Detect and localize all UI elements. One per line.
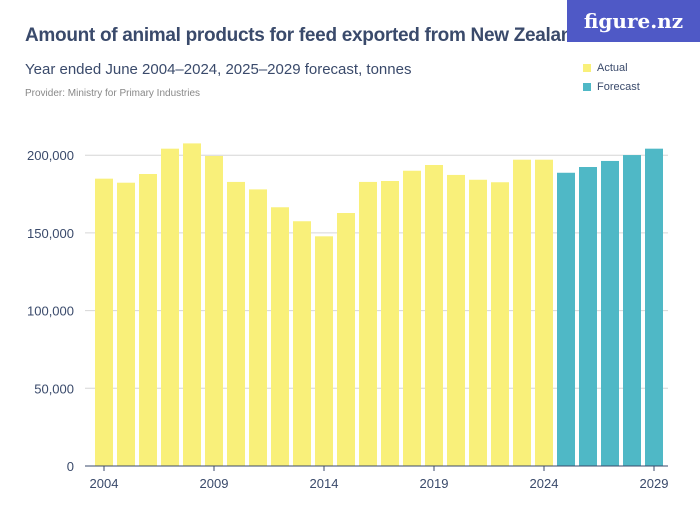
legend-item-actual: Actual bbox=[583, 62, 628, 74]
bar-2011 bbox=[249, 189, 267, 466]
x-tick-label: 2024 bbox=[530, 476, 559, 491]
x-tick-label: 2019 bbox=[420, 476, 449, 491]
legend-item-forecast: Forecast bbox=[583, 81, 640, 93]
x-tick-label: 2004 bbox=[90, 476, 119, 491]
bar-2012 bbox=[271, 207, 289, 466]
y-tick-label: 100,000 bbox=[27, 304, 74, 319]
bar-2026 bbox=[579, 167, 597, 466]
x-tick-label: 2009 bbox=[200, 476, 229, 491]
bar-2027 bbox=[601, 160, 619, 466]
bar-2025 bbox=[557, 172, 575, 466]
bar-2017 bbox=[381, 180, 399, 466]
y-tick-label: 0 bbox=[67, 459, 74, 474]
bar-2018 bbox=[403, 170, 421, 467]
bar-2024 bbox=[535, 159, 553, 466]
y-tick-label: 200,000 bbox=[27, 148, 74, 163]
bar-2020 bbox=[447, 174, 465, 467]
bar-2015 bbox=[337, 213, 355, 466]
bar-2019 bbox=[425, 164, 443, 466]
bar-2022 bbox=[491, 182, 509, 466]
bar-2004 bbox=[95, 178, 113, 466]
bar-2028 bbox=[623, 155, 641, 466]
chart-subtitle: Year ended June 2004–2024, 2025–2029 for… bbox=[25, 61, 412, 78]
legend-label-actual: Actual bbox=[597, 62, 628, 74]
x-tick-label: 2029 bbox=[640, 476, 669, 491]
bar-2023 bbox=[513, 159, 531, 466]
bar-2029 bbox=[645, 148, 663, 466]
bar-2014 bbox=[315, 236, 333, 466]
legend-swatch-actual bbox=[583, 64, 591, 72]
bar-2005 bbox=[117, 182, 135, 466]
chart-title: Amount of animal products for feed expor… bbox=[25, 25, 584, 46]
x-tick-label: 2014 bbox=[310, 476, 339, 491]
legend-label-forecast: Forecast bbox=[597, 81, 640, 93]
bar-2007 bbox=[161, 148, 179, 466]
bar-2013 bbox=[293, 221, 311, 466]
bar-2010 bbox=[227, 181, 245, 466]
bar-2006 bbox=[139, 174, 157, 466]
legend-swatch-forecast bbox=[583, 83, 591, 91]
bar-2021 bbox=[469, 179, 487, 466]
bar-2016 bbox=[359, 181, 377, 466]
y-tick-label: 150,000 bbox=[27, 226, 74, 241]
provider-note: Provider: Ministry for Primary Industrie… bbox=[25, 88, 201, 99]
figure-nz-logo[interactable]: figure.nz bbox=[567, 0, 700, 42]
bar-2009 bbox=[205, 155, 223, 467]
y-tick-label: 50,000 bbox=[34, 381, 74, 396]
bar-2008 bbox=[183, 143, 201, 467]
